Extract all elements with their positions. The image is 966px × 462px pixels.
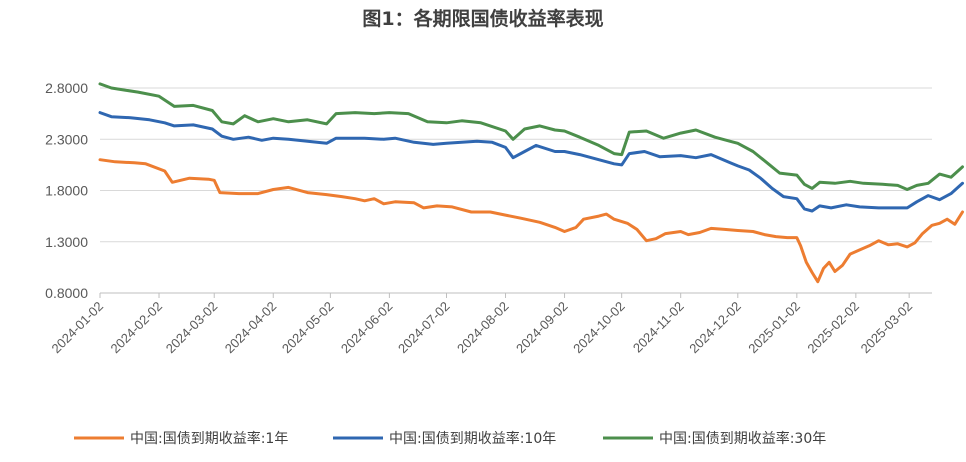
y-tick-label: 1.8000	[45, 183, 88, 199]
x-tick-label: 2024-08-02	[454, 299, 512, 357]
x-tick-label: 2024-02-02	[108, 299, 166, 357]
y-tick-label: 1.3000	[45, 234, 88, 250]
y-tick-label: 2.3000	[45, 131, 88, 147]
x-tick-label: 2024-04-02	[222, 299, 280, 357]
x-tick-label: 2025-02-02	[804, 299, 862, 357]
x-tick-label: 2024-05-02	[279, 299, 337, 357]
x-tick-label: 2024-11-02	[630, 299, 687, 356]
series-line	[98, 82, 964, 191]
x-tick-label: 2024-09-02	[513, 299, 571, 357]
y-tick-label: 2.8000	[45, 80, 88, 96]
x-tick-label: 2024-01-02	[48, 299, 106, 357]
x-tick-label: 2024-07-02	[395, 299, 453, 357]
y-axis: 0.8000 1.3000 1.8000 2.3000 2.8000	[45, 80, 88, 301]
x-tick-label: 2025-03-02	[858, 299, 916, 357]
legend: 中国:国债到期收益率:1年 中国:国债到期收益率:10年 中国:国债到期收益率:30…	[74, 430, 826, 447]
series-lines	[98, 82, 964, 284]
legend-label: 中国:国债到期收益率:1年	[130, 430, 288, 447]
x-tick-label: 2025-01-02	[745, 299, 803, 357]
x-tick-label: 2024-12-02	[686, 299, 744, 357]
y-tick-label: 0.8000	[45, 285, 88, 301]
x-tick-label: 2024-10-02	[570, 299, 628, 357]
legend-label: 中国:国债到期收益率:10年	[389, 430, 556, 447]
legend-label: 中国:国债到期收益率:30年	[659, 430, 826, 447]
x-tick-label: 2024-06-02	[338, 299, 396, 357]
x-tick-label: 2024-03-02	[163, 299, 221, 357]
series-line	[98, 158, 964, 284]
chart-title: 图1：各期限国债收益率表现	[362, 8, 604, 30]
series-line	[98, 111, 964, 213]
